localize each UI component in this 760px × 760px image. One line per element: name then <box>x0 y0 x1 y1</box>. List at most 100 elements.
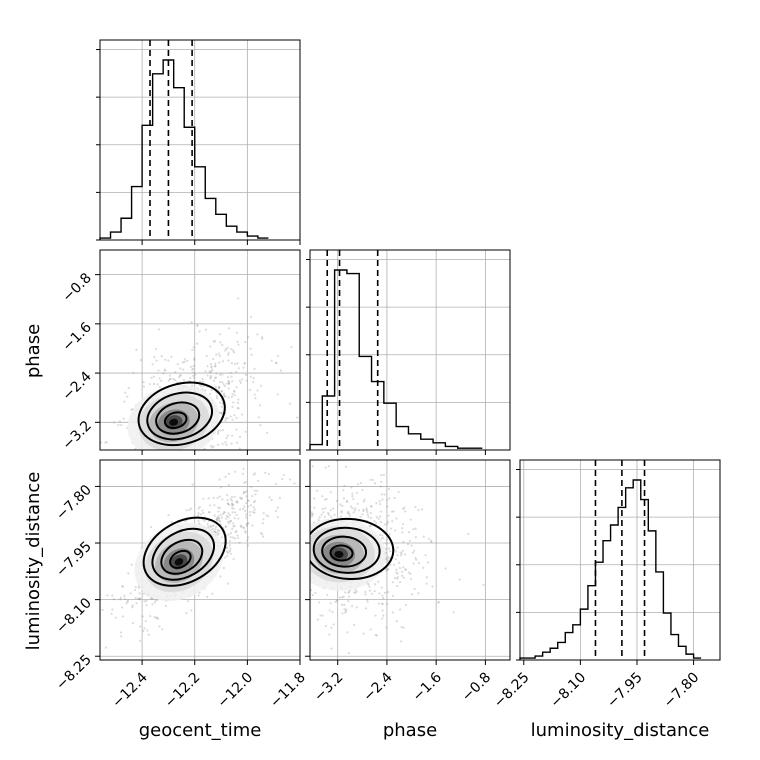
scatter-point <box>417 562 420 565</box>
scatter-point <box>373 583 377 586</box>
scatter-point <box>179 367 182 370</box>
scatter-point <box>104 441 107 444</box>
scatter-point <box>250 486 253 489</box>
scatter-point <box>247 521 250 525</box>
x-axis-label-luminosity-distance: luminosity_distance <box>531 720 710 741</box>
scatter-point <box>244 373 248 376</box>
scatter-point <box>244 530 247 533</box>
scatter-point <box>344 591 347 594</box>
scatter-point <box>160 379 163 382</box>
scatter-point <box>348 514 351 518</box>
scatter-point <box>359 515 362 518</box>
scatter-point <box>232 507 235 510</box>
scatter-point <box>389 563 392 566</box>
scatter-point <box>235 441 239 444</box>
scatter-point <box>262 512 265 515</box>
scatter-point <box>235 331 238 334</box>
scatter-point <box>249 514 252 517</box>
scatter-point <box>396 577 399 580</box>
x-tick-label-phase: −2.4 <box>360 669 395 704</box>
scatter-point <box>123 594 126 597</box>
scatter-point <box>364 607 368 610</box>
x-tick-label-geocent-time: −11.8 <box>267 670 309 712</box>
scatter-point <box>386 505 389 508</box>
scatter-point <box>241 472 245 475</box>
scatter-point <box>369 478 372 481</box>
scatter-point <box>253 508 256 511</box>
scatter-point <box>217 506 220 509</box>
scatter-point <box>185 612 188 615</box>
scatter-point <box>208 370 211 373</box>
scatter-point <box>414 505 417 509</box>
scatter-point <box>200 385 203 388</box>
scatter-point <box>217 515 220 518</box>
scatter-point <box>234 530 237 534</box>
scatter-point <box>369 525 372 528</box>
scatter-point <box>417 508 420 512</box>
scatter-point <box>225 382 229 385</box>
scatter-point <box>122 417 125 420</box>
scatter-point <box>383 591 387 594</box>
scatter-point <box>302 530 304 532</box>
scatter-point <box>199 384 202 387</box>
scatter-point <box>428 538 431 541</box>
scatter-point <box>240 497 243 500</box>
scatter-point <box>293 482 296 485</box>
scatter-point <box>391 520 394 523</box>
scatter-point <box>217 532 220 536</box>
scatter-point <box>228 522 231 525</box>
scatter-point <box>151 603 154 606</box>
scatter-point <box>330 515 333 518</box>
scatter-point <box>252 506 255 509</box>
scatter-point <box>347 599 350 603</box>
scatter-point <box>385 569 388 573</box>
scatter-point <box>192 357 196 360</box>
scatter-point <box>310 513 313 516</box>
scatter-point <box>381 498 384 501</box>
scatter-point <box>246 539 249 542</box>
scatter-point <box>144 456 146 458</box>
scatter-point <box>426 561 430 564</box>
scatter-point <box>219 341 222 344</box>
scatter-point <box>249 375 252 378</box>
scatter-point <box>430 539 433 543</box>
scatter-point <box>228 382 231 385</box>
scatter-point <box>142 381 145 384</box>
scatter-point <box>217 510 220 513</box>
scatter-point <box>149 615 152 618</box>
scatter-point <box>458 578 461 581</box>
contour-level <box>310 517 395 581</box>
scatter-point <box>154 616 158 620</box>
scatter-point <box>401 549 404 552</box>
scatter-point <box>396 546 399 549</box>
scatter-point <box>186 600 189 603</box>
scatter-point <box>142 629 145 633</box>
scatter-point <box>399 608 402 611</box>
scatter-point <box>244 516 248 519</box>
scatter-point <box>366 510 369 514</box>
scatter-point <box>324 466 327 469</box>
panel-luminosity-distance-luminosity-distance-frame <box>519 459 721 661</box>
scatter-point <box>401 531 404 534</box>
scatter-point <box>216 496 219 499</box>
scatter-point <box>101 608 104 612</box>
scatter-point <box>215 518 219 521</box>
scatter-point <box>414 536 417 539</box>
scatter-point <box>145 604 148 607</box>
x-tick-label-geocent-time: −12.0 <box>215 670 257 712</box>
scatter-point <box>106 594 109 597</box>
scatter-point <box>229 371 232 374</box>
scatter-point <box>228 539 232 543</box>
scatter-point <box>236 340 239 343</box>
scatter-point <box>222 511 226 514</box>
scatter-point <box>210 370 213 373</box>
scatter-point <box>123 597 126 601</box>
panel-luminosity-distance-phase-frame <box>309 459 511 661</box>
scatter-point <box>366 600 369 603</box>
scatter-point <box>221 429 225 432</box>
scatter-point <box>229 552 232 555</box>
scatter-point <box>169 377 172 381</box>
scatter-point <box>259 531 263 534</box>
scatter-point <box>231 527 234 530</box>
scatter-point <box>160 355 163 358</box>
